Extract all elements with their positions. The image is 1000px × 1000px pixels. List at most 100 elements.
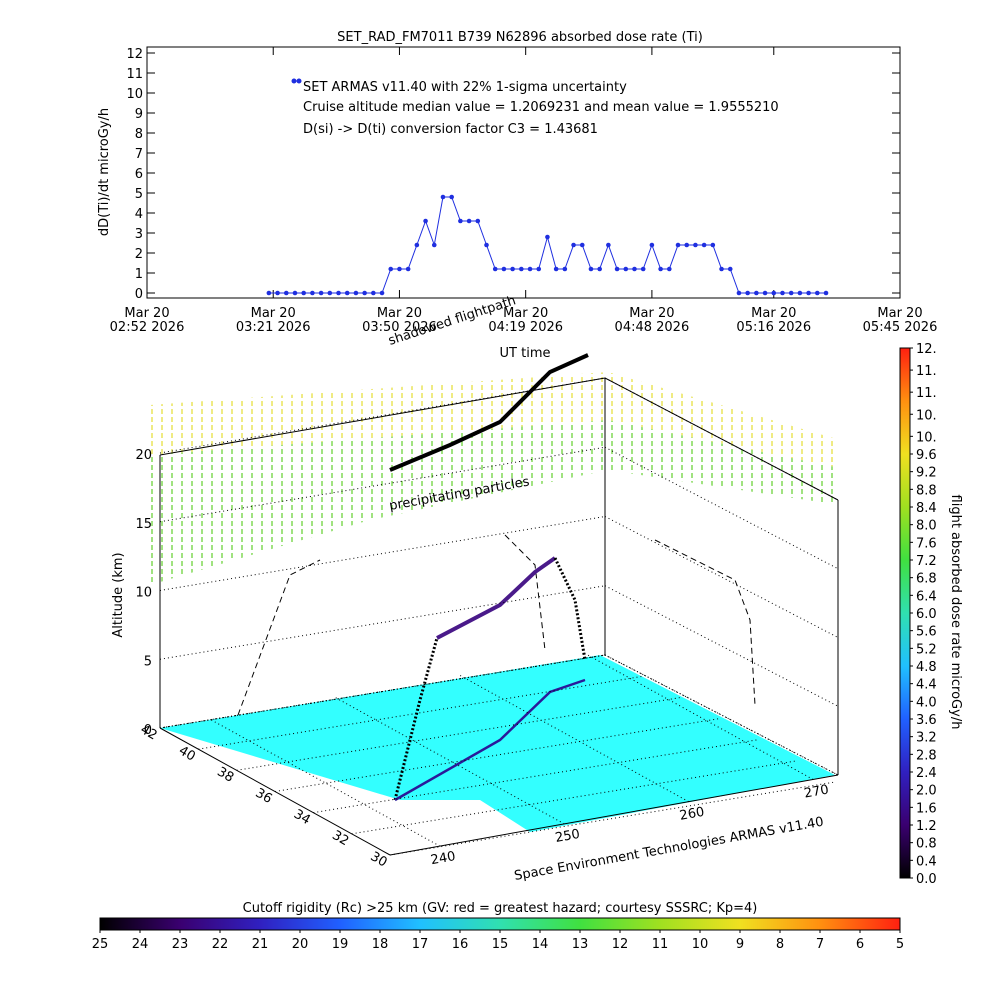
- data-point: [597, 266, 602, 272]
- y-tick-label: 8: [135, 127, 143, 142]
- legend-marker: [296, 78, 302, 84]
- legend-label: SET ARMAS v11.40 with 22% 1-sigma uncert…: [303, 80, 627, 95]
- particle-field-upper: [150, 372, 840, 468]
- data-point: [397, 266, 402, 272]
- data-point: [579, 242, 585, 248]
- data-point: [527, 266, 533, 272]
- data-point: [788, 290, 794, 296]
- y-tick-label: 11: [126, 67, 143, 82]
- lon-tick-label: 240: [430, 849, 457, 868]
- data-point: [501, 266, 507, 272]
- data-point: [693, 242, 698, 248]
- lat-tick-label: 30: [368, 849, 390, 870]
- x-tick-label: Mar 20: [751, 306, 796, 321]
- colorbar-tick-label: 0.4: [916, 854, 937, 869]
- data-point: [745, 290, 750, 296]
- data-point: [275, 290, 280, 296]
- lat-tick-label: 40: [176, 743, 198, 764]
- y-axis-label: dD(Ti)/dt microGy/h: [97, 108, 112, 236]
- colorbar-tick-label: 7.2: [916, 554, 937, 569]
- data-point: [658, 266, 663, 272]
- data-point: [371, 290, 376, 296]
- colorbar-tick-label: 23: [172, 937, 189, 952]
- colorbar-tick-label: 17: [412, 937, 429, 952]
- data-point: [780, 290, 785, 296]
- data-point: [405, 266, 411, 272]
- data-point: [823, 290, 829, 296]
- z-tick-label: 5: [144, 654, 152, 669]
- y-tick-label: 7: [135, 147, 143, 162]
- colorbar-tick-label: 8: [776, 937, 784, 952]
- flightpath-climb: [393, 637, 439, 801]
- x-tick-label: 03:21 2026: [236, 320, 311, 335]
- flightpath: [436, 556, 557, 640]
- colorbar-tick-label: 5.6: [916, 625, 937, 640]
- ground: [160, 655, 835, 832]
- colorbar-tick-label: 12.: [916, 342, 937, 357]
- chart-title: SET_RAD_FM7011 B739 N62896 absorbed dose…: [337, 30, 703, 45]
- lat-tick-label: 42: [138, 722, 160, 743]
- x-tick-label: Mar 20: [503, 306, 548, 321]
- data-point: [519, 266, 524, 272]
- data-point: [815, 290, 820, 296]
- lon-tick-label: 250: [554, 827, 581, 846]
- colorbar-tick-label: 4.4: [916, 678, 937, 693]
- colorbar: [99, 917, 901, 931]
- data-point: [667, 266, 672, 272]
- y-tick-label: 6: [135, 167, 143, 182]
- lon-tick-label: 260: [679, 805, 706, 824]
- colorbar: [899, 347, 911, 879]
- colorbar-tick-label: 1.2: [916, 819, 937, 834]
- data-point: [510, 266, 515, 272]
- colorbar-tick-label: 2.4: [916, 766, 937, 781]
- lat-tick-label: 38: [214, 765, 236, 786]
- data-point: [344, 290, 350, 296]
- data-point: [553, 266, 559, 272]
- data-point: [327, 290, 333, 296]
- colorbar-label: flight absorbed dose rate microGy/h: [948, 495, 963, 730]
- colorbar-tick-label: 3.6: [916, 713, 937, 728]
- data-point: [336, 290, 341, 296]
- data-point: [283, 290, 289, 296]
- shadow-dashes: [237, 534, 756, 716]
- z-tick-label: 0: [144, 723, 152, 738]
- data-point: [710, 242, 716, 248]
- colorbar-tick-label: 5: [896, 937, 904, 952]
- data-point: [640, 266, 646, 272]
- data-point: [449, 194, 454, 200]
- lon-tick-label: 270: [803, 782, 830, 801]
- colorbar-tick-label: 6.4: [916, 589, 937, 604]
- data-point: [727, 266, 733, 272]
- colorbar-tick-label: 9: [736, 937, 744, 952]
- colorbar-tick-label: 11.: [916, 364, 937, 379]
- x-tick-label: Mar 20: [877, 306, 922, 321]
- x-tick-label: Mar 20: [124, 306, 169, 321]
- x-tick-label: 05:45 2026: [863, 320, 938, 335]
- colorbar-tick-label: 11: [652, 937, 669, 952]
- z-axis-label: Altitude (km): [111, 552, 126, 637]
- colorbar-tick-label: 4.8: [916, 660, 937, 675]
- data-point: [649, 242, 655, 248]
- data-point: [484, 242, 489, 248]
- data-point: [562, 266, 568, 272]
- data-point: [423, 218, 428, 224]
- colorbar-tick-label: 7.6: [916, 536, 937, 551]
- grid-line: [159, 377, 606, 454]
- x-tick-label: Mar 20: [629, 306, 674, 321]
- data-point: [353, 290, 359, 296]
- data-point: [458, 218, 463, 224]
- particle-field-lower: [150, 420, 840, 585]
- x-tick-label: Mar 20: [251, 306, 296, 321]
- data-point: [466, 218, 472, 224]
- data-point: [301, 290, 306, 296]
- lat-tick-label: 34: [291, 807, 313, 828]
- data-point: [431, 242, 437, 248]
- data-point: [632, 266, 637, 272]
- colorbar-tick-label: 15: [492, 937, 509, 952]
- y-tick-label: 4: [135, 207, 143, 222]
- colorbar-tick-label: 22: [212, 937, 229, 952]
- lat-tick-label: 32: [329, 828, 351, 849]
- data-point: [388, 266, 394, 272]
- colorbar-tick-label: 5.2: [916, 642, 937, 657]
